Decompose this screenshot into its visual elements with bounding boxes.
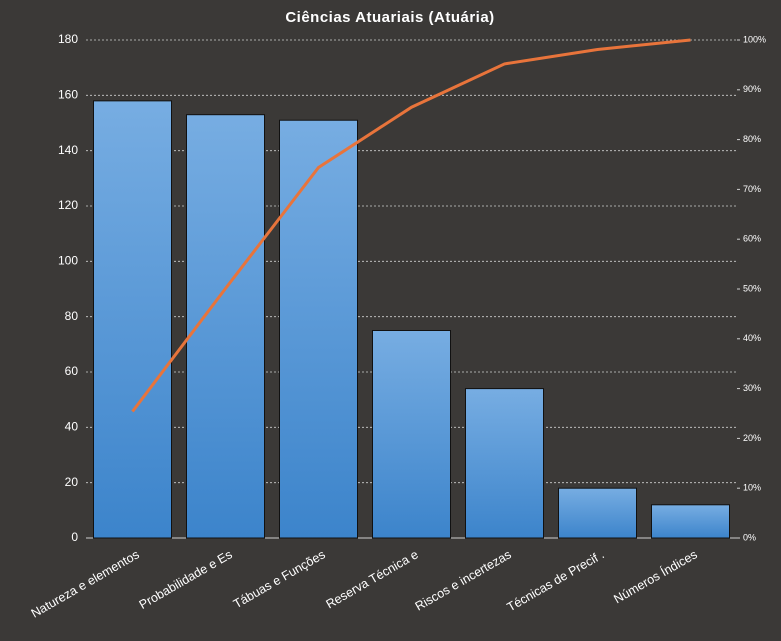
y-tick-label: 140 bbox=[58, 143, 78, 157]
y-tick-label: 160 bbox=[58, 88, 78, 102]
y-tick-label: 0 bbox=[71, 530, 78, 544]
x-tick-label: Natureza e elementos bbox=[29, 547, 142, 620]
y2-tick-label: 60% bbox=[743, 234, 761, 244]
cumulative-line bbox=[131, 38, 691, 413]
y-tick-label: 80 bbox=[65, 309, 79, 323]
x-tick-label: Riscos e incertezas bbox=[413, 547, 514, 613]
y2-tick-label: 80% bbox=[743, 134, 761, 144]
bar bbox=[651, 504, 730, 539]
bar bbox=[465, 388, 544, 539]
x-tick-label: Números Índices bbox=[611, 546, 700, 606]
y2-tick-label: 90% bbox=[743, 84, 761, 94]
x-tick-label: Reserva Técnica e bbox=[324, 547, 421, 611]
y2-tick-label: 20% bbox=[743, 433, 761, 443]
bar bbox=[372, 330, 451, 539]
bar bbox=[93, 100, 172, 539]
bar bbox=[558, 487, 637, 539]
y2-tick-label: 100% bbox=[743, 34, 766, 44]
y2-tick-label: 30% bbox=[743, 383, 761, 393]
x-tick-label: Tábuas e Funções bbox=[231, 547, 328, 611]
y2-tick-label: 70% bbox=[743, 184, 761, 194]
y-tick-label: 20 bbox=[65, 475, 79, 489]
bar bbox=[279, 119, 358, 539]
y2-tick-label: 0% bbox=[743, 532, 756, 542]
x-tick-label: Técnicas de Precif . bbox=[505, 547, 607, 614]
chart-title: Ciências Atuariais (Atuária) bbox=[285, 9, 494, 26]
x-tick-label: Probabilidade e Es bbox=[137, 547, 235, 612]
y-tick-label: 100 bbox=[58, 254, 78, 268]
bar bbox=[186, 114, 265, 539]
y-tick-label: 60 bbox=[65, 364, 79, 378]
y2-tick-label: 10% bbox=[743, 483, 761, 493]
y-tick-label: 40 bbox=[65, 420, 79, 434]
y-tick-label: 180 bbox=[58, 32, 78, 46]
y2-tick-label: 50% bbox=[743, 283, 761, 293]
y2-tick-label: 40% bbox=[743, 333, 761, 343]
y-tick-label: 120 bbox=[58, 198, 78, 212]
